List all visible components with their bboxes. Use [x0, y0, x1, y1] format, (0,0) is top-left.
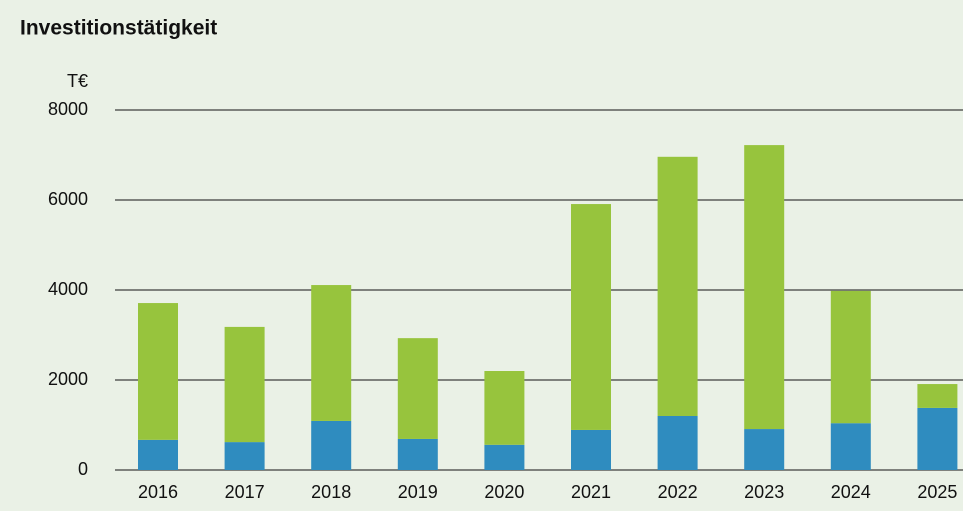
y-tick-label: 0 — [78, 459, 88, 479]
x-tick-label: 2023 — [744, 482, 784, 502]
bar-segment — [830, 423, 871, 470]
x-tick-label: 2018 — [311, 482, 351, 502]
bar-segment — [311, 420, 352, 470]
bar-segment — [397, 438, 438, 470]
bar-segment — [571, 204, 611, 430]
bar-segment — [657, 156, 698, 417]
x-tick-label: 2016 — [138, 482, 178, 502]
bar-segment — [138, 439, 178, 470]
x-tick-label: 2019 — [398, 482, 438, 502]
x-tick-label: 2025 — [917, 482, 957, 502]
y-axis-label: T€ — [67, 71, 88, 91]
bar-segment — [744, 145, 785, 430]
y-tick-label: 2000 — [48, 369, 88, 389]
bar-segment — [311, 285, 352, 421]
x-tick-label: 2024 — [831, 482, 871, 502]
bar-segment — [830, 290, 871, 424]
bar-segment — [571, 429, 611, 470]
y-tick-label: 8000 — [48, 99, 88, 119]
y-tick-label: 4000 — [48, 279, 88, 299]
x-tick-label: 2020 — [484, 482, 524, 502]
x-tick-label: 2021 — [571, 482, 611, 502]
bar-segment — [484, 444, 525, 470]
bar-segment — [224, 442, 265, 470]
x-tick-label: 2022 — [658, 482, 698, 502]
bar-segment — [397, 338, 438, 439]
bar-segment — [138, 303, 178, 440]
x-tick-label: 2017 — [225, 482, 265, 502]
bar-segment — [657, 416, 698, 470]
chart-title: Investitionstätigkeit — [20, 17, 217, 40]
bar-segment — [744, 429, 785, 470]
y-tick-label: 6000 — [48, 189, 88, 209]
bar-segment — [484, 371, 525, 445]
bar-segment — [917, 384, 958, 408]
bar-segment — [917, 407, 958, 470]
bar-segment — [224, 326, 265, 443]
